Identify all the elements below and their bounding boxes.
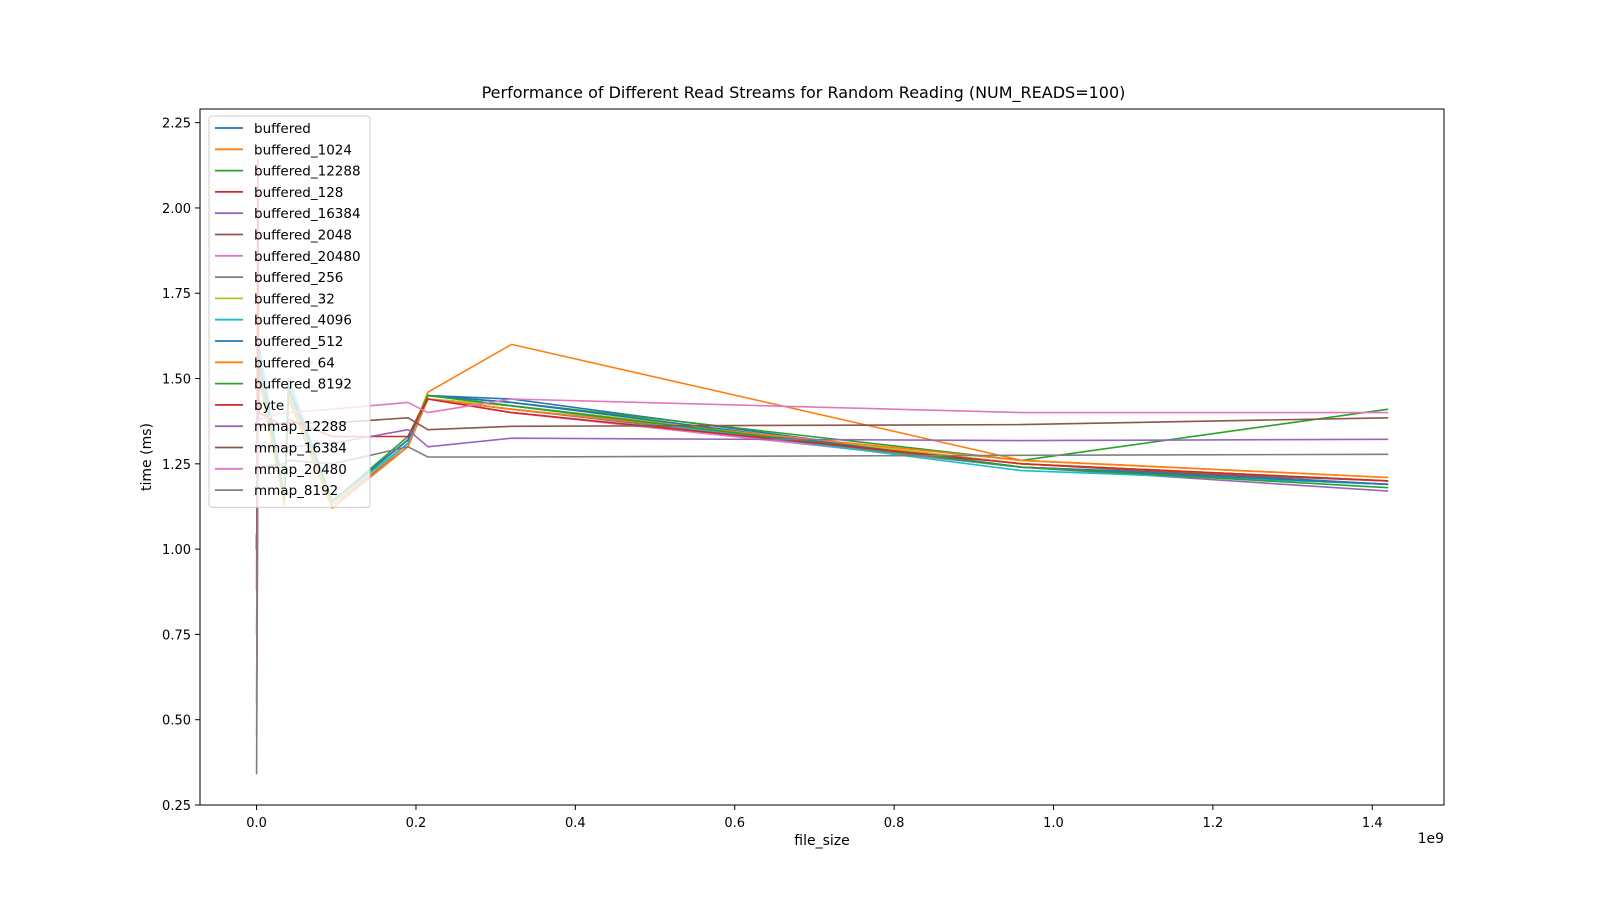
legend-label: buffered_512 (254, 334, 343, 350)
legend-box (208, 115, 371, 508)
x-tick-label: 1.4 (1362, 816, 1383, 831)
legend-label: buffered_4096 (254, 313, 352, 329)
legend-label: buffered_12288 (254, 164, 361, 180)
legend-label: buffered_64 (254, 355, 335, 371)
x-tick-label: 0.0 (246, 816, 267, 831)
x-tick-label: 0.2 (406, 816, 427, 831)
legend-label: buffered_2048 (254, 228, 352, 244)
chart-title: Performance of Different Read Streams fo… (482, 83, 1126, 103)
legend-label: buffered_16384 (254, 206, 361, 222)
legend-label: buffered_1024 (254, 142, 352, 158)
legend-label: mmap_12288 (254, 419, 347, 435)
y-tick-label: 0.25 (162, 799, 191, 814)
x-axis-ticks: 0.0 0.2 0.4 0.6 0.8 1.0 1.2 1.4 (246, 805, 1383, 831)
y-tick-label: 2.25 (162, 117, 191, 132)
legend-label: mmap_20480 (254, 462, 347, 478)
legend: buffered buffered_1024 buffered_12288buffe… (208, 115, 371, 508)
y-tick-label: 1.00 (162, 543, 191, 558)
y-tick-label: 2.00 (162, 202, 191, 217)
legend-label: buffered_8192 (254, 377, 352, 393)
y-tick-label: 1.75 (162, 287, 191, 302)
legend-label: buffered (254, 121, 311, 137)
legend-label: buffered_32 (254, 291, 335, 307)
y-axis-ticks: 0.25 0.50 0.75 1.00 1.25 1.50 1.75 2.00 2.25 (162, 117, 200, 814)
x-axis-label: file_size (794, 833, 849, 849)
y-axis-label: time (ms) (139, 423, 155, 491)
x-tick-label: 0.4 (565, 816, 586, 831)
y-tick-label: 1.25 (162, 458, 191, 473)
legend-label: mmap_8192 (254, 483, 338, 499)
x-tick-label: 0.8 (884, 816, 905, 831)
legend-label: buffered_256 (254, 270, 343, 286)
y-tick-label: 0.50 (162, 714, 191, 729)
legend-label: byte (254, 398, 284, 414)
y-tick-label: 1.50 (162, 373, 191, 388)
x-axis-offset-label: 1e9 (1418, 831, 1444, 847)
legend-label: mmap_16384 (254, 441, 347, 457)
x-tick-label: 1.2 (1203, 816, 1224, 831)
plot-frame (199, 108, 1445, 806)
legend-label: buffered_20480 (254, 249, 361, 265)
y-tick-label: 0.75 (162, 628, 191, 643)
legend-label: buffered_128 (254, 185, 343, 201)
x-tick-label: 1.0 (1043, 816, 1064, 831)
x-tick-label: 0.6 (724, 816, 745, 831)
